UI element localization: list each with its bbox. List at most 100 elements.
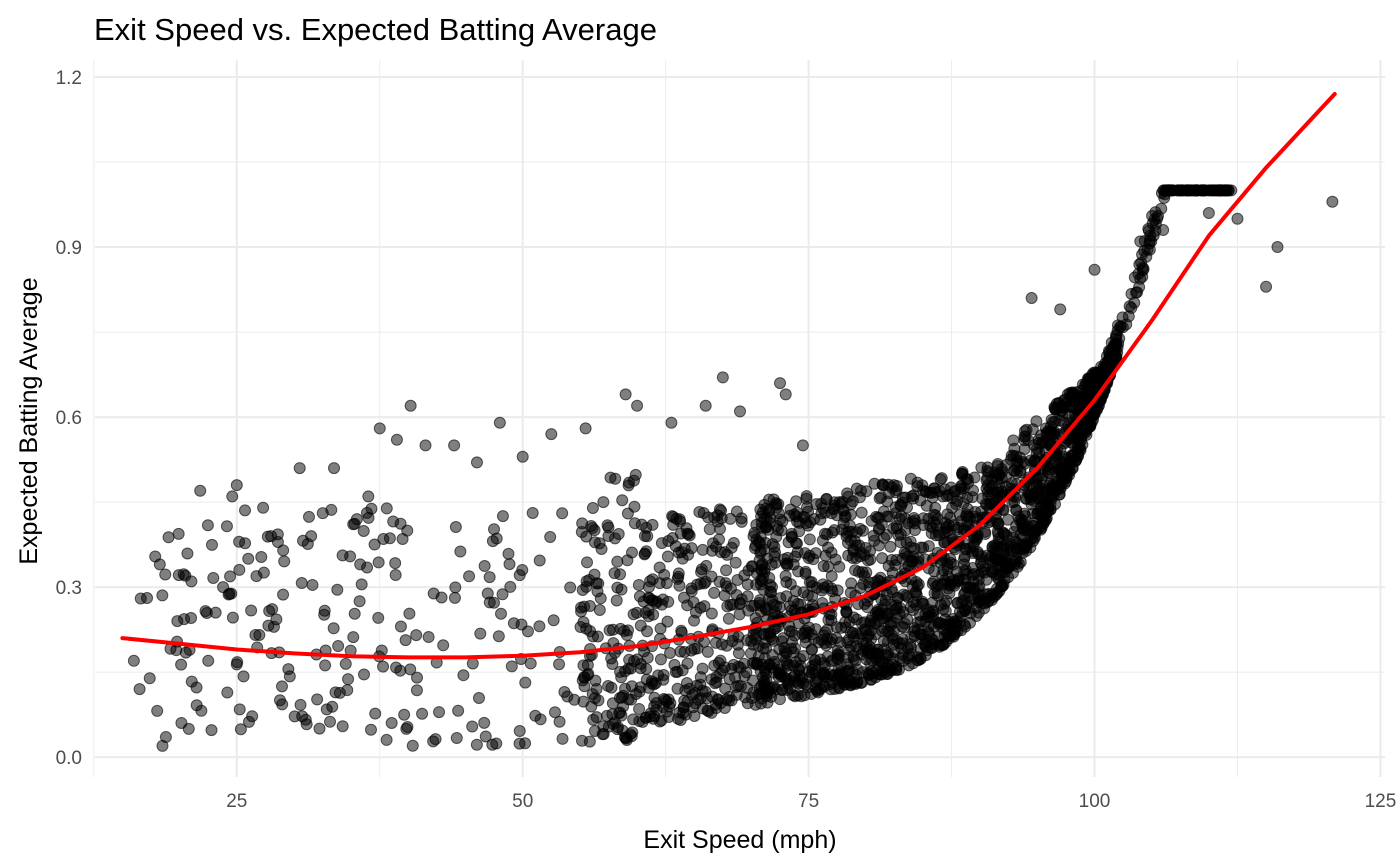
data-point: [638, 548, 651, 561]
data-point: [293, 462, 306, 475]
data-point: [682, 528, 695, 541]
x-axis-title: Exit Speed (mph): [643, 826, 836, 854]
data-point: [719, 682, 732, 695]
data-point: [665, 416, 678, 429]
data-point: [730, 505, 743, 518]
data-point: [1006, 566, 1019, 579]
data-point: [325, 503, 338, 516]
data-point: [660, 705, 673, 718]
data-point: [908, 517, 921, 530]
data-point: [739, 691, 752, 704]
data-point: [766, 538, 779, 551]
data-point: [277, 588, 290, 601]
data-point: [849, 564, 862, 577]
data-point: [231, 656, 244, 669]
data-point: [749, 539, 762, 552]
data-point: [913, 608, 926, 621]
data-point: [672, 712, 685, 725]
data-point: [175, 658, 188, 671]
data-point: [207, 571, 220, 584]
data-point: [524, 657, 537, 670]
data-point: [1231, 212, 1244, 225]
data-point: [960, 581, 973, 594]
data-point: [233, 563, 246, 576]
data-point: [319, 659, 332, 672]
data-point: [556, 732, 569, 745]
data-point: [819, 549, 832, 562]
data-point: [1195, 184, 1208, 197]
data-point: [889, 501, 902, 514]
data-point: [734, 680, 747, 693]
data-point: [401, 720, 414, 733]
data-point: [452, 704, 465, 717]
data-point: [344, 550, 357, 563]
data-point: [149, 550, 162, 563]
data-point: [701, 645, 714, 658]
data-point: [699, 399, 712, 412]
x-axis: 25 50 75 100 125: [226, 791, 1396, 812]
data-point: [805, 628, 818, 641]
data-point: [826, 585, 839, 598]
data-point: [377, 532, 390, 545]
data-point: [283, 670, 296, 683]
data-point: [705, 607, 718, 620]
data-point: [548, 706, 561, 719]
data-point: [855, 506, 868, 519]
data-point: [779, 388, 792, 401]
data-point: [472, 691, 485, 704]
data-point: [1048, 402, 1061, 415]
data-point: [361, 561, 374, 574]
data-point: [1010, 535, 1023, 548]
data-point: [1108, 346, 1121, 359]
data-point: [239, 504, 252, 517]
data-point: [798, 547, 811, 560]
data-point: [750, 518, 763, 531]
data-point: [592, 577, 605, 590]
data-point: [448, 591, 461, 604]
data-point: [816, 534, 829, 547]
data-point: [635, 518, 648, 531]
data-point: [622, 624, 635, 637]
data-point: [787, 558, 800, 571]
data-point: [486, 535, 499, 548]
data-point: [731, 573, 744, 586]
data-point: [328, 462, 341, 475]
data-point: [729, 556, 742, 569]
data-point: [826, 676, 839, 689]
data-point: [296, 710, 309, 723]
data-point: [327, 622, 340, 635]
data-point: [175, 716, 188, 729]
data-point: [836, 495, 849, 508]
data-point: [668, 658, 681, 671]
data-point: [645, 677, 658, 690]
data-point: [419, 439, 432, 452]
data-point: [774, 513, 787, 526]
data-point: [622, 662, 635, 675]
data-point: [756, 687, 769, 700]
data-point: [479, 730, 492, 743]
data-point: [226, 611, 239, 624]
data-point: [141, 592, 154, 605]
data-point: [339, 657, 352, 670]
data-point: [360, 506, 373, 519]
data-point: [261, 530, 274, 543]
data-point: [773, 643, 786, 656]
data-point: [740, 666, 753, 679]
data-point: [796, 439, 809, 452]
data-point: [939, 536, 952, 549]
data-point: [590, 711, 603, 724]
data-point: [926, 605, 939, 618]
data-point: [682, 548, 695, 561]
data-point: [239, 537, 252, 550]
data-point: [533, 554, 546, 567]
data-point: [547, 614, 560, 627]
data-point: [1025, 292, 1038, 305]
data-point: [342, 673, 355, 686]
data-point: [245, 604, 258, 617]
data-point: [995, 463, 1008, 476]
data-point: [201, 519, 214, 532]
data-point: [683, 682, 696, 695]
data-point: [904, 472, 917, 485]
data-point: [253, 628, 266, 641]
data-point: [627, 608, 640, 621]
